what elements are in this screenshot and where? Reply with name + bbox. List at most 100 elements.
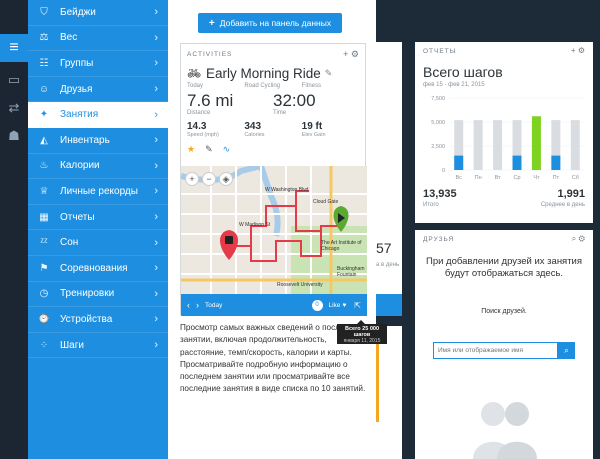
chart-line-icon[interactable]: ∿	[222, 144, 231, 154]
friends-placeholder-icon	[473, 402, 537, 459]
partial-number: 57	[376, 240, 392, 256]
groups-icon: ☷	[39, 57, 49, 69]
details-panel: + Добавить на панель данных ACTIVITIES +…	[168, 0, 376, 459]
start-marker	[220, 230, 238, 260]
edit-square-icon[interactable]: ✎	[205, 144, 213, 154]
add-icon[interactable]: +	[343, 48, 349, 59]
chevron-right-icon: ›	[154, 211, 158, 224]
reports-header: ОТЧЕТЫ	[423, 48, 457, 55]
prev-icon[interactable]: ‹	[187, 300, 190, 310]
y-tick-label: 5,000	[431, 120, 445, 126]
next-icon[interactable]: ›	[196, 300, 199, 310]
card-footer: ‹ › Today 0 Like ♥ ⇱	[181, 294, 367, 316]
zoom-in-icon[interactable]: +	[185, 172, 199, 186]
search-button[interactable]: ⌕	[558, 342, 575, 359]
icon-rail: ≡ ▭ ⇄ ☗	[0, 0, 28, 459]
menu-item[interactable]: ☷ Группы ›	[28, 51, 168, 77]
shuffle-icon[interactable]: ⇄	[8, 100, 20, 115]
x-tick-label: Пт	[553, 175, 560, 181]
share-icon[interactable]: ⇱	[354, 300, 361, 310]
friend-search-input[interactable]	[433, 342, 558, 359]
calories-label: Calories	[244, 132, 265, 138]
activity-type-select[interactable]: Road Cycling	[244, 83, 281, 89]
menu-item[interactable]: ✦ Занятия ›	[28, 102, 168, 128]
x-tick-label: Вс	[456, 175, 463, 181]
badge-icon: ⛉	[40, 6, 48, 18]
menu-item[interactable]: ⁘ Шаги ›	[28, 333, 168, 359]
goal-bar	[493, 120, 503, 170]
menu-item-label: Группы	[60, 57, 94, 69]
y-tick-label: 7,500	[431, 96, 445, 102]
activity-map[interactable]: + − ◈ Cloud Gate The Art Institute of Ch…	[181, 166, 367, 294]
menu-item-label: Устройства	[60, 313, 113, 325]
average-value: 1,991	[557, 188, 585, 200]
menu-item[interactable]: ⚖ Вес ›	[28, 26, 168, 52]
menu-item[interactable]: ☺ Друзья ›	[28, 77, 168, 103]
add-icon[interactable]: +	[570, 46, 576, 55]
menu-item-label: Калории	[60, 160, 100, 172]
goal-bar	[473, 120, 483, 170]
menu-item[interactable]: ♨ Калории ›	[28, 154, 168, 180]
x-tick-label: Ср	[513, 175, 520, 181]
partial-card: 57 а в день	[376, 42, 402, 316]
reports-tools: + ⚙	[571, 46, 585, 55]
star-icon[interactable]: ★	[187, 144, 196, 154]
settings-icon[interactable]: ⚙	[577, 46, 585, 55]
sleep-icon: ᶻᶻ	[40, 237, 48, 249]
x-tick-label: Пн	[475, 175, 482, 181]
speed-value: 14.3	[187, 121, 207, 132]
chevron-right-icon: ›	[154, 134, 158, 147]
menu-item[interactable]: ♕ Личные рекорды ›	[28, 179, 168, 205]
friends-icon: ☺	[38, 83, 50, 95]
total-value: 13,935	[423, 188, 457, 200]
settings-icon[interactable]: ⚙	[578, 234, 585, 243]
activity-category-select[interactable]: Fitness	[301, 83, 321, 89]
steps-bar	[512, 155, 522, 170]
goal-bar	[454, 120, 464, 170]
main-menu: ⛉ Бейджи › ⚖ Вес › ☷ Группы › ☺ Друзья › ✦ Занятия › ◭ И…	[28, 0, 168, 459]
partial-card-2	[376, 326, 402, 459]
speed-label: Speed (mph)	[187, 132, 219, 138]
chevron-right-icon: ›	[154, 108, 158, 121]
menu-item[interactable]: ⚑ Соревнования ›	[28, 256, 168, 282]
heart-icon[interactable]: ♥	[342, 301, 347, 309]
y-tick-label: 0	[442, 168, 445, 174]
menu-item-label: Вес	[60, 32, 78, 44]
reports-card: ОТЧЕТЫ + ⚙ Всего шагов фев 15 - фев 21, …	[415, 42, 593, 223]
distance-label: Distance	[187, 110, 211, 116]
goal-bar	[512, 120, 522, 170]
search-icon[interactable]: ⌕	[571, 234, 577, 243]
time-label: Time	[273, 110, 287, 116]
add-to-dashboard-button[interactable]: + Добавить на панель данных	[198, 13, 342, 33]
settings-icon[interactable]: ⚙	[350, 48, 359, 59]
tooltip-line2: января 11, 2015	[343, 338, 381, 344]
y-tick-label: 2,500	[431, 144, 445, 150]
reports-title[interactable]: Всего шагов	[423, 64, 503, 80]
user-icon[interactable]: ☗	[8, 128, 20, 143]
edit-icon[interactable]: ✎	[324, 67, 333, 78]
calories-value: 343	[244, 121, 262, 132]
menu-item[interactable]: ᶻᶻ Сон ›	[28, 230, 168, 256]
menu-item[interactable]: ⛉ Бейджи ›	[28, 0, 168, 26]
menu-item[interactable]: ⌚ Устройства ›	[28, 307, 168, 333]
partial-accent	[376, 342, 379, 422]
zoom-out-icon[interactable]: −	[202, 172, 216, 186]
activity-title[interactable]: Early Morning Ride	[205, 65, 321, 81]
footer-date: Today	[205, 301, 223, 309]
comment-count[interactable]: 0	[311, 299, 323, 311]
chevron-right-icon: ›	[154, 313, 158, 326]
card-tools: + ⚙	[343, 49, 359, 60]
layers-icon[interactable]: ◈	[219, 172, 233, 186]
inbox-icon[interactable]: ▭	[7, 72, 21, 87]
calories-icon: ♨	[39, 160, 49, 172]
like-button[interactable]: Like	[328, 301, 341, 309]
menu-item[interactable]: ◭ Инвентарь ›	[28, 128, 168, 154]
map-label: W Madison St	[239, 222, 271, 228]
add-to-dashboard-label: Добавить на панель данных	[219, 18, 332, 28]
reports-range: фев 15 - фев 21, 2015	[423, 82, 485, 88]
menu-icon[interactable]: ≡	[0, 34, 28, 62]
menu-item[interactable]: ▦ Отчеты ›	[28, 205, 168, 231]
trophy-icon: ♕	[39, 185, 49, 197]
menu-item-label: Инвентарь	[60, 134, 110, 146]
menu-item[interactable]: ◷ Тренировки ›	[28, 282, 168, 308]
